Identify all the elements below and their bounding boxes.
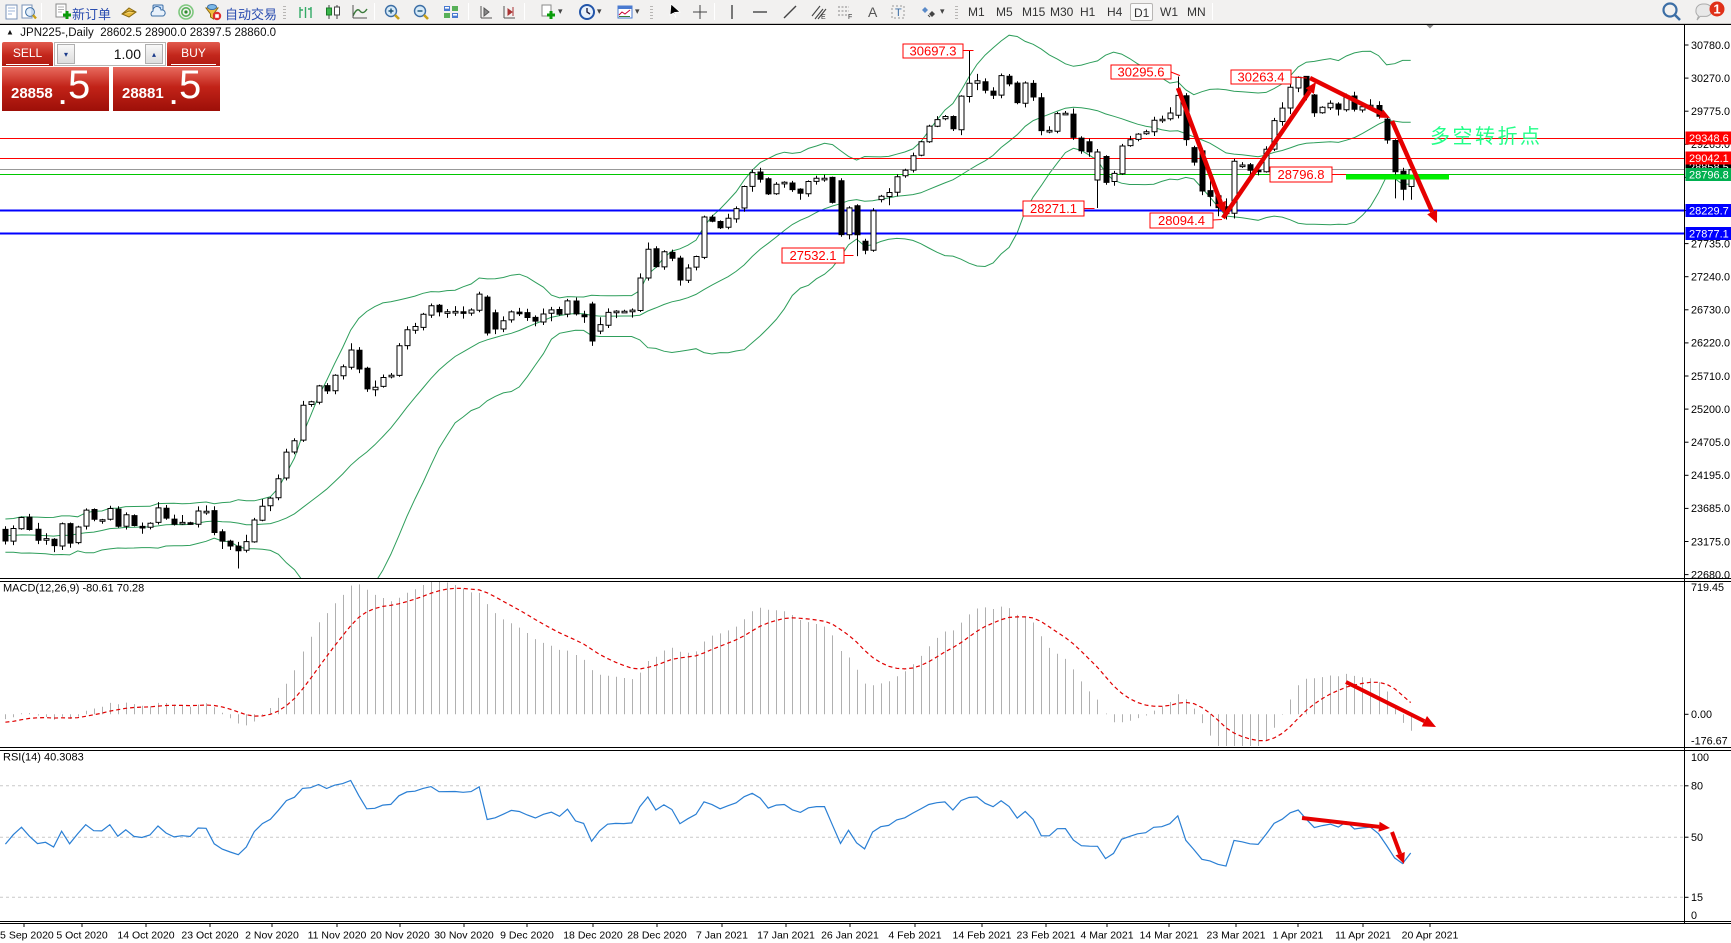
svg-text:28796.8: 28796.8	[1278, 167, 1325, 182]
svg-text:80: 80	[1691, 781, 1703, 793]
svg-text:26220.0: 26220.0	[1691, 338, 1730, 350]
svg-text:26730.0: 26730.0	[1691, 305, 1730, 317]
svg-text:20 Apr 2021: 20 Apr 2021	[1402, 930, 1459, 942]
svg-text:26 Jan 2021: 26 Jan 2021	[821, 930, 879, 942]
svg-text:25200.0: 25200.0	[1691, 404, 1730, 416]
svg-text:9 Dec 2020: 9 Dec 2020	[500, 930, 554, 942]
svg-text:30 Nov 2020: 30 Nov 2020	[434, 930, 494, 942]
svg-text:27240.0: 27240.0	[1691, 272, 1730, 284]
svg-text:15: 15	[1691, 892, 1703, 904]
svg-text:50: 50	[1691, 832, 1703, 844]
svg-text:27735.0: 27735.0	[1691, 238, 1730, 250]
svg-text:11 Nov 2020: 11 Nov 2020	[308, 930, 367, 942]
svg-text:27532.1: 27532.1	[790, 248, 837, 263]
svg-text:28229.7: 28229.7	[1689, 205, 1729, 217]
svg-text:24705.0: 24705.0	[1691, 437, 1730, 449]
svg-text:18 Dec 2020: 18 Dec 2020	[563, 930, 623, 942]
svg-text:多空转折点: 多空转折点	[1430, 125, 1543, 148]
svg-text:30263.4: 30263.4	[1238, 70, 1285, 85]
svg-text:23 Oct 2020: 23 Oct 2020	[181, 930, 238, 942]
svg-text:30270.0: 30270.0	[1691, 73, 1730, 85]
svg-text:100: 100	[1691, 752, 1709, 764]
svg-text:T: T	[895, 7, 902, 19]
svg-text:24195.0: 24195.0	[1691, 470, 1730, 482]
svg-text:F: F	[848, 14, 852, 21]
svg-text:MACD(12,26,9) -80.61 70.28: MACD(12,26,9) -80.61 70.28	[3, 583, 144, 595]
svg-text:29775.0: 29775.0	[1691, 106, 1730, 118]
svg-text:23 Feb 2021: 23 Feb 2021	[1017, 930, 1076, 942]
svg-text:20 Nov 2020: 20 Nov 2020	[370, 930, 430, 942]
svg-text:30697.3: 30697.3	[910, 44, 957, 59]
svg-text:28 Dec 2020: 28 Dec 2020	[627, 930, 687, 942]
svg-text:23 Mar 2021: 23 Mar 2021	[1207, 930, 1266, 942]
svg-text:17 Jan 2021: 17 Jan 2021	[757, 930, 815, 942]
svg-text:0.00: 0.00	[1691, 709, 1712, 721]
svg-text:4 Feb 2021: 4 Feb 2021	[888, 930, 941, 942]
svg-text:25 Sep 2020: 25 Sep 2020	[0, 930, 54, 942]
svg-text:0: 0	[1691, 910, 1697, 922]
svg-text:A: A	[868, 4, 878, 20]
svg-text:1: 1	[1713, 2, 1720, 17]
svg-text:28271.1: 28271.1	[1030, 201, 1077, 216]
svg-text:1 Apr 2021: 1 Apr 2021	[1273, 930, 1324, 942]
svg-text:22680.0: 22680.0	[1691, 569, 1730, 581]
svg-text:5 Oct 2020: 5 Oct 2020	[56, 930, 108, 942]
svg-text:14 Feb 2021: 14 Feb 2021	[953, 930, 1012, 942]
svg-text:14 Mar 2021: 14 Mar 2021	[1140, 930, 1199, 942]
svg-text:7 Jan 2021: 7 Jan 2021	[696, 930, 748, 942]
svg-text:719.45: 719.45	[1691, 582, 1724, 594]
svg-text:28796.8: 28796.8	[1689, 169, 1729, 181]
svg-text:E: E	[821, 14, 826, 21]
svg-text:28094.4: 28094.4	[1158, 213, 1205, 228]
svg-text:30780.0: 30780.0	[1691, 40, 1730, 52]
svg-text:29042.1: 29042.1	[1689, 153, 1729, 165]
svg-text:29348.6: 29348.6	[1689, 133, 1729, 145]
svg-text:RSI(14) 40.3083: RSI(14) 40.3083	[3, 752, 84, 764]
svg-text:11 Apr 2021: 11 Apr 2021	[1335, 930, 1391, 942]
svg-text:25710.0: 25710.0	[1691, 371, 1730, 383]
svg-text:30295.6: 30295.6	[1118, 65, 1165, 80]
svg-text:23685.0: 23685.0	[1691, 503, 1730, 515]
svg-text:4 Mar 2021: 4 Mar 2021	[1080, 930, 1133, 942]
svg-text:-176.67: -176.67	[1691, 736, 1728, 748]
svg-text:2 Nov 2020: 2 Nov 2020	[245, 930, 299, 942]
svg-text:23175.0: 23175.0	[1691, 536, 1730, 548]
svg-text:27877.1: 27877.1	[1689, 228, 1729, 240]
svg-text:14 Oct 2020: 14 Oct 2020	[117, 930, 174, 942]
